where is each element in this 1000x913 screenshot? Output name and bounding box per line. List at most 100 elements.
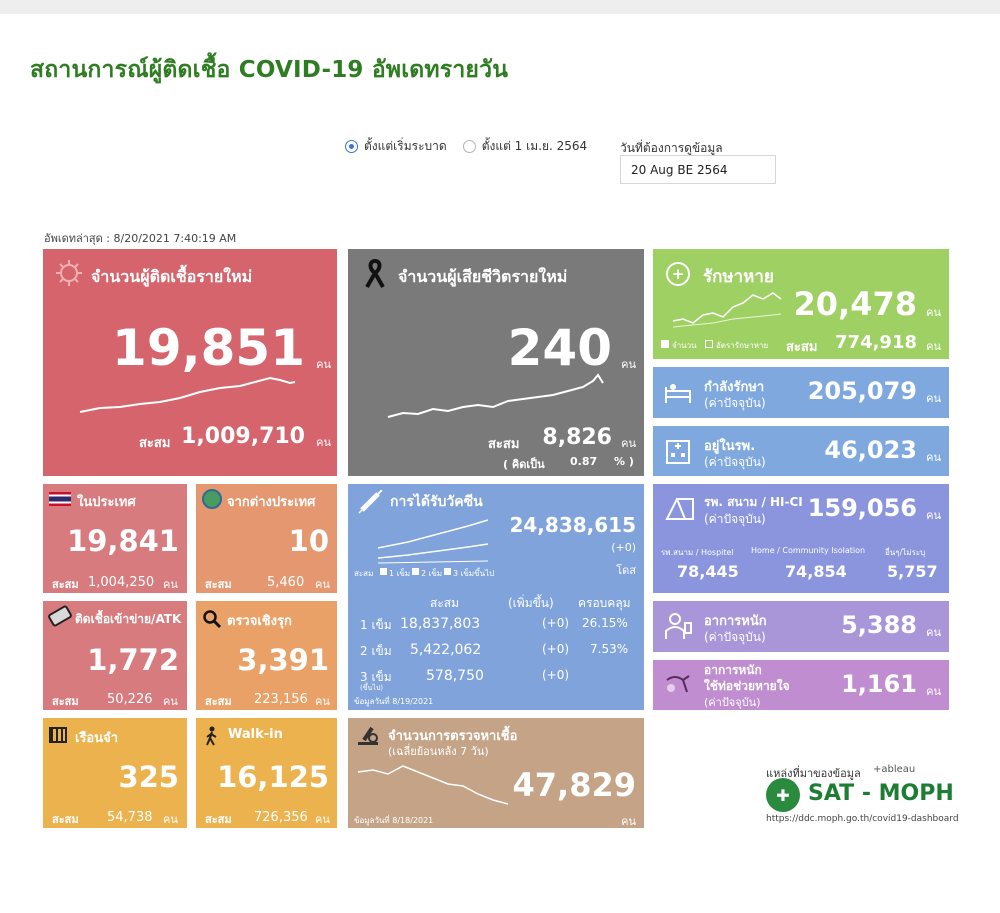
- vaccine-row-cum: 5,422,062: [410, 642, 482, 658]
- vaccine-legend-prefix: สะสม: [354, 569, 374, 578]
- walkin-label: Walk-in: [228, 727, 283, 742]
- field-hospital-sub: (ค่าปัจจุบัน): [704, 512, 766, 526]
- field-hospital-card: รพ. สนาม / HI-CI (ค่าปัจจุบัน) 159,056 ค…: [653, 484, 949, 593]
- recovered-legend-count: จำนวน: [672, 341, 697, 350]
- atk-value: 1,772: [87, 643, 179, 677]
- new-cases-card: จำนวนผู้ติดเชื้อรายใหม่ 19,851 คน สะสม 1…: [43, 249, 337, 476]
- source-url[interactable]: https://ddc.moph.go.th/covid19-dashboard: [766, 814, 959, 824]
- tests-label: จำนวนการตรวจหาเชื้อ: [388, 729, 518, 744]
- recovered-legend-rate: อัตรารักษาหาย: [716, 341, 769, 350]
- field-hospital-label: รพ. สนาม / HI-CI: [704, 495, 803, 509]
- tableau-logo: +ableau: [873, 764, 916, 775]
- walkin-cum-label: สะสม: [205, 813, 232, 826]
- ventilator-card: อาการหนัก ใช้ท่อช่วยหายใจ (ค่าปัจจุบัน) …: [653, 660, 949, 710]
- radio-since-outbreak-label: ตั้งแต่เริ่มระบาด: [364, 139, 447, 153]
- moph-emblem-icon: ✚: [766, 778, 800, 812]
- field-c2-label: Home / Community Isolation: [751, 546, 866, 555]
- new-cases-cum-label: สะสม: [139, 436, 171, 451]
- vaccine-delta: (+0): [611, 541, 636, 554]
- last-updated: อัพเดทล่าสุด : 8/20/2021 7:40:19 AM: [44, 232, 237, 245]
- browser-top-strip: [0, 0, 1000, 14]
- hospital-sub: (ค่าปัจจุบัน): [704, 455, 766, 469]
- domestic-cum-label: สะสม: [52, 578, 79, 591]
- hospital-value: 46,023: [824, 436, 917, 464]
- recovered-card: + รักษาหาย 20,478 คน จำนวน อัตรารักษาหาย…: [653, 249, 949, 359]
- vaccine-row-dose: 2 เข็ม: [360, 644, 392, 658]
- new-cases-cum-value: 1,009,710: [181, 424, 305, 449]
- radio-since-outbreak[interactable]: ตั้งแต่เริ่มระบาด: [345, 137, 447, 156]
- ventilator-icon: [663, 670, 693, 700]
- atk-label: ติดเชื้อเข้าข่าย/ATK: [75, 612, 182, 626]
- legend-box-icon: [444, 568, 451, 575]
- vaccine-row-cum: 578,750: [426, 668, 484, 684]
- page-title: สถานการณ์ผู้ติดเชื้อ COVID-19 อัพเดทรายว…: [30, 57, 509, 83]
- ventilator-sub: (ค่าปัจจุบัน): [704, 696, 761, 709]
- vaccine-row-dose: 1 เข็ม: [360, 618, 392, 632]
- treating-label: กำลังรักษา: [704, 380, 765, 395]
- prison-bars-icon: [49, 727, 67, 743]
- vaccine-card: การได้รับวัคซีน 24,838,615 (+0) โดส สะสม…: [348, 484, 644, 710]
- deaths-cum-label: สะสม: [488, 437, 520, 452]
- active-search-label: ตรวจเชิงรุก: [227, 614, 292, 629]
- test-kit-icon: [46, 604, 74, 628]
- virus-icon: [53, 257, 85, 289]
- source-label: แหล่งที่มาของข้อมูล: [766, 767, 861, 780]
- legend-box-icon: [705, 340, 713, 348]
- vaccine-row-cov: 26.15%: [582, 616, 628, 630]
- active-search-cum-label: สะสม: [205, 695, 232, 708]
- vaccine-row-cum: 18,837,803: [400, 616, 481, 632]
- doctor-icon: [663, 611, 693, 641]
- vaccine-label: การได้รับวัคซีน: [390, 494, 483, 510]
- new-cases-trend: [79, 376, 296, 413]
- vaccine-head-inc: (เพิ่มขึ้น): [508, 596, 554, 610]
- field-hospital-value: 159,056: [807, 494, 917, 522]
- vaccine-head-cov: ครอบคลุม: [578, 596, 631, 610]
- recovered-value: 20,478: [793, 285, 917, 323]
- vaccine-dose3-note: (ขึ้นไป): [360, 684, 383, 692]
- deaths-card: จำนวนผู้เสียชีวิตรายใหม่ 240 คน สะสม 8,8…: [348, 249, 644, 476]
- vaccine-total: 24,838,615: [509, 513, 636, 537]
- radio-since-april[interactable]: ตั้งแต่ 1 เม.ย. 2564: [462, 137, 587, 156]
- severe-sub: (ค่าปัจจุบัน): [704, 630, 766, 644]
- treating-value: 205,079: [807, 377, 917, 405]
- deaths-pct-suffix: % ): [614, 455, 634, 468]
- severe-value: 5,388: [841, 611, 917, 639]
- tests-unit: คน: [621, 815, 636, 828]
- tests-trend: [357, 765, 509, 805]
- deaths-value: 240: [507, 319, 612, 377]
- vaccine-asof: ข้อมูลวันที่ 8/19/2021: [354, 697, 434, 706]
- microscope-icon: [356, 724, 380, 746]
- atk-card: ติดเชื้อเข้าข่าย/ATK 1,772 สะสม 50,226 ค…: [43, 601, 187, 710]
- new-cases-cum-unit: คน: [316, 436, 331, 449]
- deaths-cum-value: 8,826: [542, 425, 612, 450]
- date-picker-label: วันที่ต้องการดูข้อมูล: [620, 141, 723, 155]
- field-c1-label: รพ.สนาม / Hospitel: [661, 548, 734, 557]
- active-search-value: 3,391: [237, 643, 329, 677]
- tests-asof: ข้อมูลวันที่ 8/18/2021: [354, 816, 434, 825]
- hospital-bed-icon: [663, 379, 693, 405]
- active-search-card: ตรวจเชิงรุก 3,391 สะสม 223,156 คน: [196, 601, 337, 710]
- syringe-icon: [358, 490, 384, 514]
- severe-card: อาการหนัก (ค่าปัจจุบัน) 5,388 คน: [653, 601, 949, 652]
- radio-unselected-icon: [462, 140, 476, 153]
- atk-cum-value: 50,226: [107, 692, 153, 707]
- tent-icon: [665, 495, 695, 521]
- date-range-options: ตั้งแต่เริ่มระบาด ตั้งแต่ 1 เม.ย. 2564: [345, 137, 587, 156]
- ventilator-value: 1,161: [841, 670, 917, 698]
- field-c3-value: 5,757: [887, 562, 938, 581]
- date-picker-input[interactable]: 20 Aug BE 2564: [620, 155, 776, 184]
- new-cases-label: จำนวนผู้ติดเชื้อรายใหม่: [91, 267, 253, 286]
- recovered-cum-unit: คน: [926, 340, 941, 353]
- legend-box-icon: [380, 568, 387, 575]
- walkin-card: Walk-in 16,125 สะสม 726,356 คน: [196, 718, 337, 828]
- deaths-cum-unit: คน: [621, 437, 636, 450]
- recovered-cum-label: สะสม: [786, 340, 818, 355]
- deaths-pct-value: 0.87: [570, 455, 598, 468]
- deaths-trend: [387, 373, 604, 418]
- domestic-cum-value: 1,004,250: [88, 575, 155, 590]
- deaths-label: จำนวนผู้เสียชีวิตรายใหม่: [398, 267, 568, 286]
- abroad-value: 10: [288, 524, 329, 558]
- vaccine-row-inc: (+0): [542, 642, 570, 656]
- prison-cum-value: 54,738: [107, 810, 153, 825]
- field-c3-label: อื่นๆ/ไม่ระบุ: [885, 548, 926, 557]
